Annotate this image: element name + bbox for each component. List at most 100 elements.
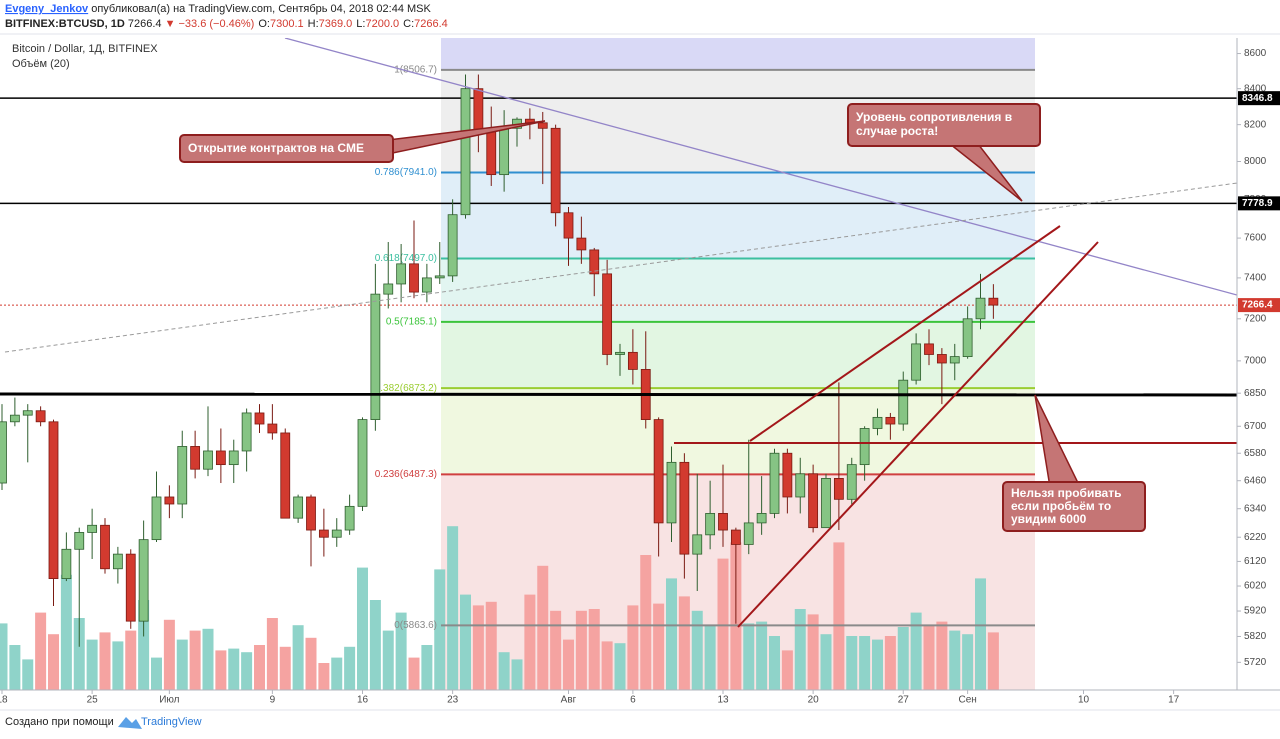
candle-body	[962, 318, 973, 358]
candle-body	[975, 297, 986, 320]
volume-bar	[756, 621, 768, 690]
candle-body	[550, 127, 561, 214]
volume-bar	[794, 609, 806, 690]
volume-bar	[485, 601, 497, 690]
candle-body	[48, 421, 59, 580]
y-tick-label: 7600	[1244, 233, 1267, 244]
candle-body	[306, 496, 316, 531]
volume-bar	[163, 619, 175, 690]
author[interactable]: Evgeny_Jenkov	[5, 3, 89, 15]
candle-body	[563, 212, 574, 239]
callout-text: Нельзя пробивать	[1011, 486, 1121, 500]
volume-bar	[0, 623, 8, 690]
volume-bar	[151, 657, 162, 690]
y-tick-label: 5720	[1244, 657, 1267, 668]
volume-bar	[472, 605, 484, 690]
candle-body	[936, 354, 947, 364]
channel-line	[749, 225, 1061, 442]
volume-bar	[357, 567, 368, 690]
candle-body	[846, 464, 857, 500]
callout-box	[847, 103, 1041, 147]
volume-bar	[344, 646, 356, 690]
ohlc-label: L:	[356, 18, 365, 30]
candle-body	[885, 416, 896, 425]
fib-label: 0.618(7497.0)	[375, 253, 437, 264]
volume-bar	[511, 659, 523, 690]
annotation: Открытие контрактов на CME	[179, 120, 546, 163]
fib-label: 0.5(7185.1)	[386, 317, 437, 328]
volume-bar	[524, 594, 536, 690]
volume-bar	[434, 569, 446, 690]
y-tick-label: 6220	[1244, 532, 1267, 543]
footer-brand[interactable]: TradingView	[141, 716, 202, 728]
annotation: Нельзя пробивать если пробьём то увидим …	[1002, 394, 1146, 532]
published: опубликовал(а) на TradingView.com, Сентя…	[91, 3, 431, 15]
ohlc-label: O:	[258, 18, 270, 30]
candle-body	[434, 275, 445, 279]
y-tick-label: 8400	[1244, 83, 1267, 94]
fib-label: 0.382(6873.2)	[375, 383, 437, 394]
x-tick-label: 16	[357, 695, 369, 706]
volume-bar	[678, 596, 690, 690]
volume-bar	[460, 594, 471, 690]
y-tick-label: 7400	[1244, 273, 1267, 284]
volume-bar	[923, 625, 935, 690]
volume-bar	[653, 603, 665, 690]
candle-body	[718, 513, 728, 531]
candle-body	[872, 416, 883, 429]
symbol: BITFINEX:BTCUSD, 1D	[5, 18, 125, 30]
candle-body	[473, 88, 484, 131]
candle-body	[421, 277, 432, 293]
candle-body	[254, 412, 265, 425]
candle-body	[151, 496, 162, 541]
candle-body	[190, 446, 201, 470]
level-tag	[1238, 196, 1280, 211]
chart-subtitle: Объём (20)	[12, 58, 70, 70]
volume-bar	[743, 623, 755, 690]
ohlc-label: H:	[308, 18, 319, 30]
volume-bar	[820, 634, 832, 690]
volume-bar	[22, 659, 34, 690]
volume-bar	[9, 645, 21, 690]
candle-body	[666, 461, 677, 524]
fib-label: 0.236(6487.3)	[375, 469, 437, 480]
y-tick-label: 6020	[1244, 581, 1267, 592]
x-tick-label: 10	[1078, 695, 1090, 706]
volume-bar	[717, 558, 729, 690]
volume-bar	[382, 630, 394, 690]
candle-body	[22, 410, 33, 416]
candle-body	[782, 452, 793, 498]
candle-body	[679, 461, 690, 555]
y-tick-label: 5920	[1244, 606, 1267, 617]
candle-body	[808, 473, 819, 529]
price-label: 7266.4	[1242, 300, 1273, 311]
logo	[118, 717, 142, 729]
y-tick-label: 8000	[1244, 156, 1267, 167]
volume-bar	[846, 636, 858, 690]
candle-body	[228, 450, 239, 466]
volume-bar	[975, 578, 986, 690]
candle-body	[0, 421, 7, 484]
candle-body	[705, 513, 716, 536]
volume-bar	[897, 627, 909, 690]
x-tick-label: 23	[447, 695, 459, 706]
ohlc-value: 7369.0	[319, 18, 353, 30]
y-tick-label: 6580	[1244, 448, 1267, 459]
ohlc: O:7300.1 H:7369.0 L:7200.0 C:7266.4	[258, 18, 447, 30]
candle-body	[177, 446, 188, 505]
volume-bar	[99, 632, 111, 690]
x-tick-label: 6	[630, 695, 636, 706]
candle-body	[627, 351, 638, 370]
candle-body	[833, 478, 844, 500]
volume-bar	[769, 636, 780, 690]
y-tick-label: 6340	[1244, 503, 1267, 514]
volume-bar	[189, 630, 201, 690]
y-tick-label: 8600	[1244, 48, 1267, 59]
x-tick-label: Авг	[561, 695, 577, 706]
volume-bar	[807, 614, 819, 690]
level-tag	[1238, 91, 1280, 106]
candle-body	[486, 129, 497, 176]
